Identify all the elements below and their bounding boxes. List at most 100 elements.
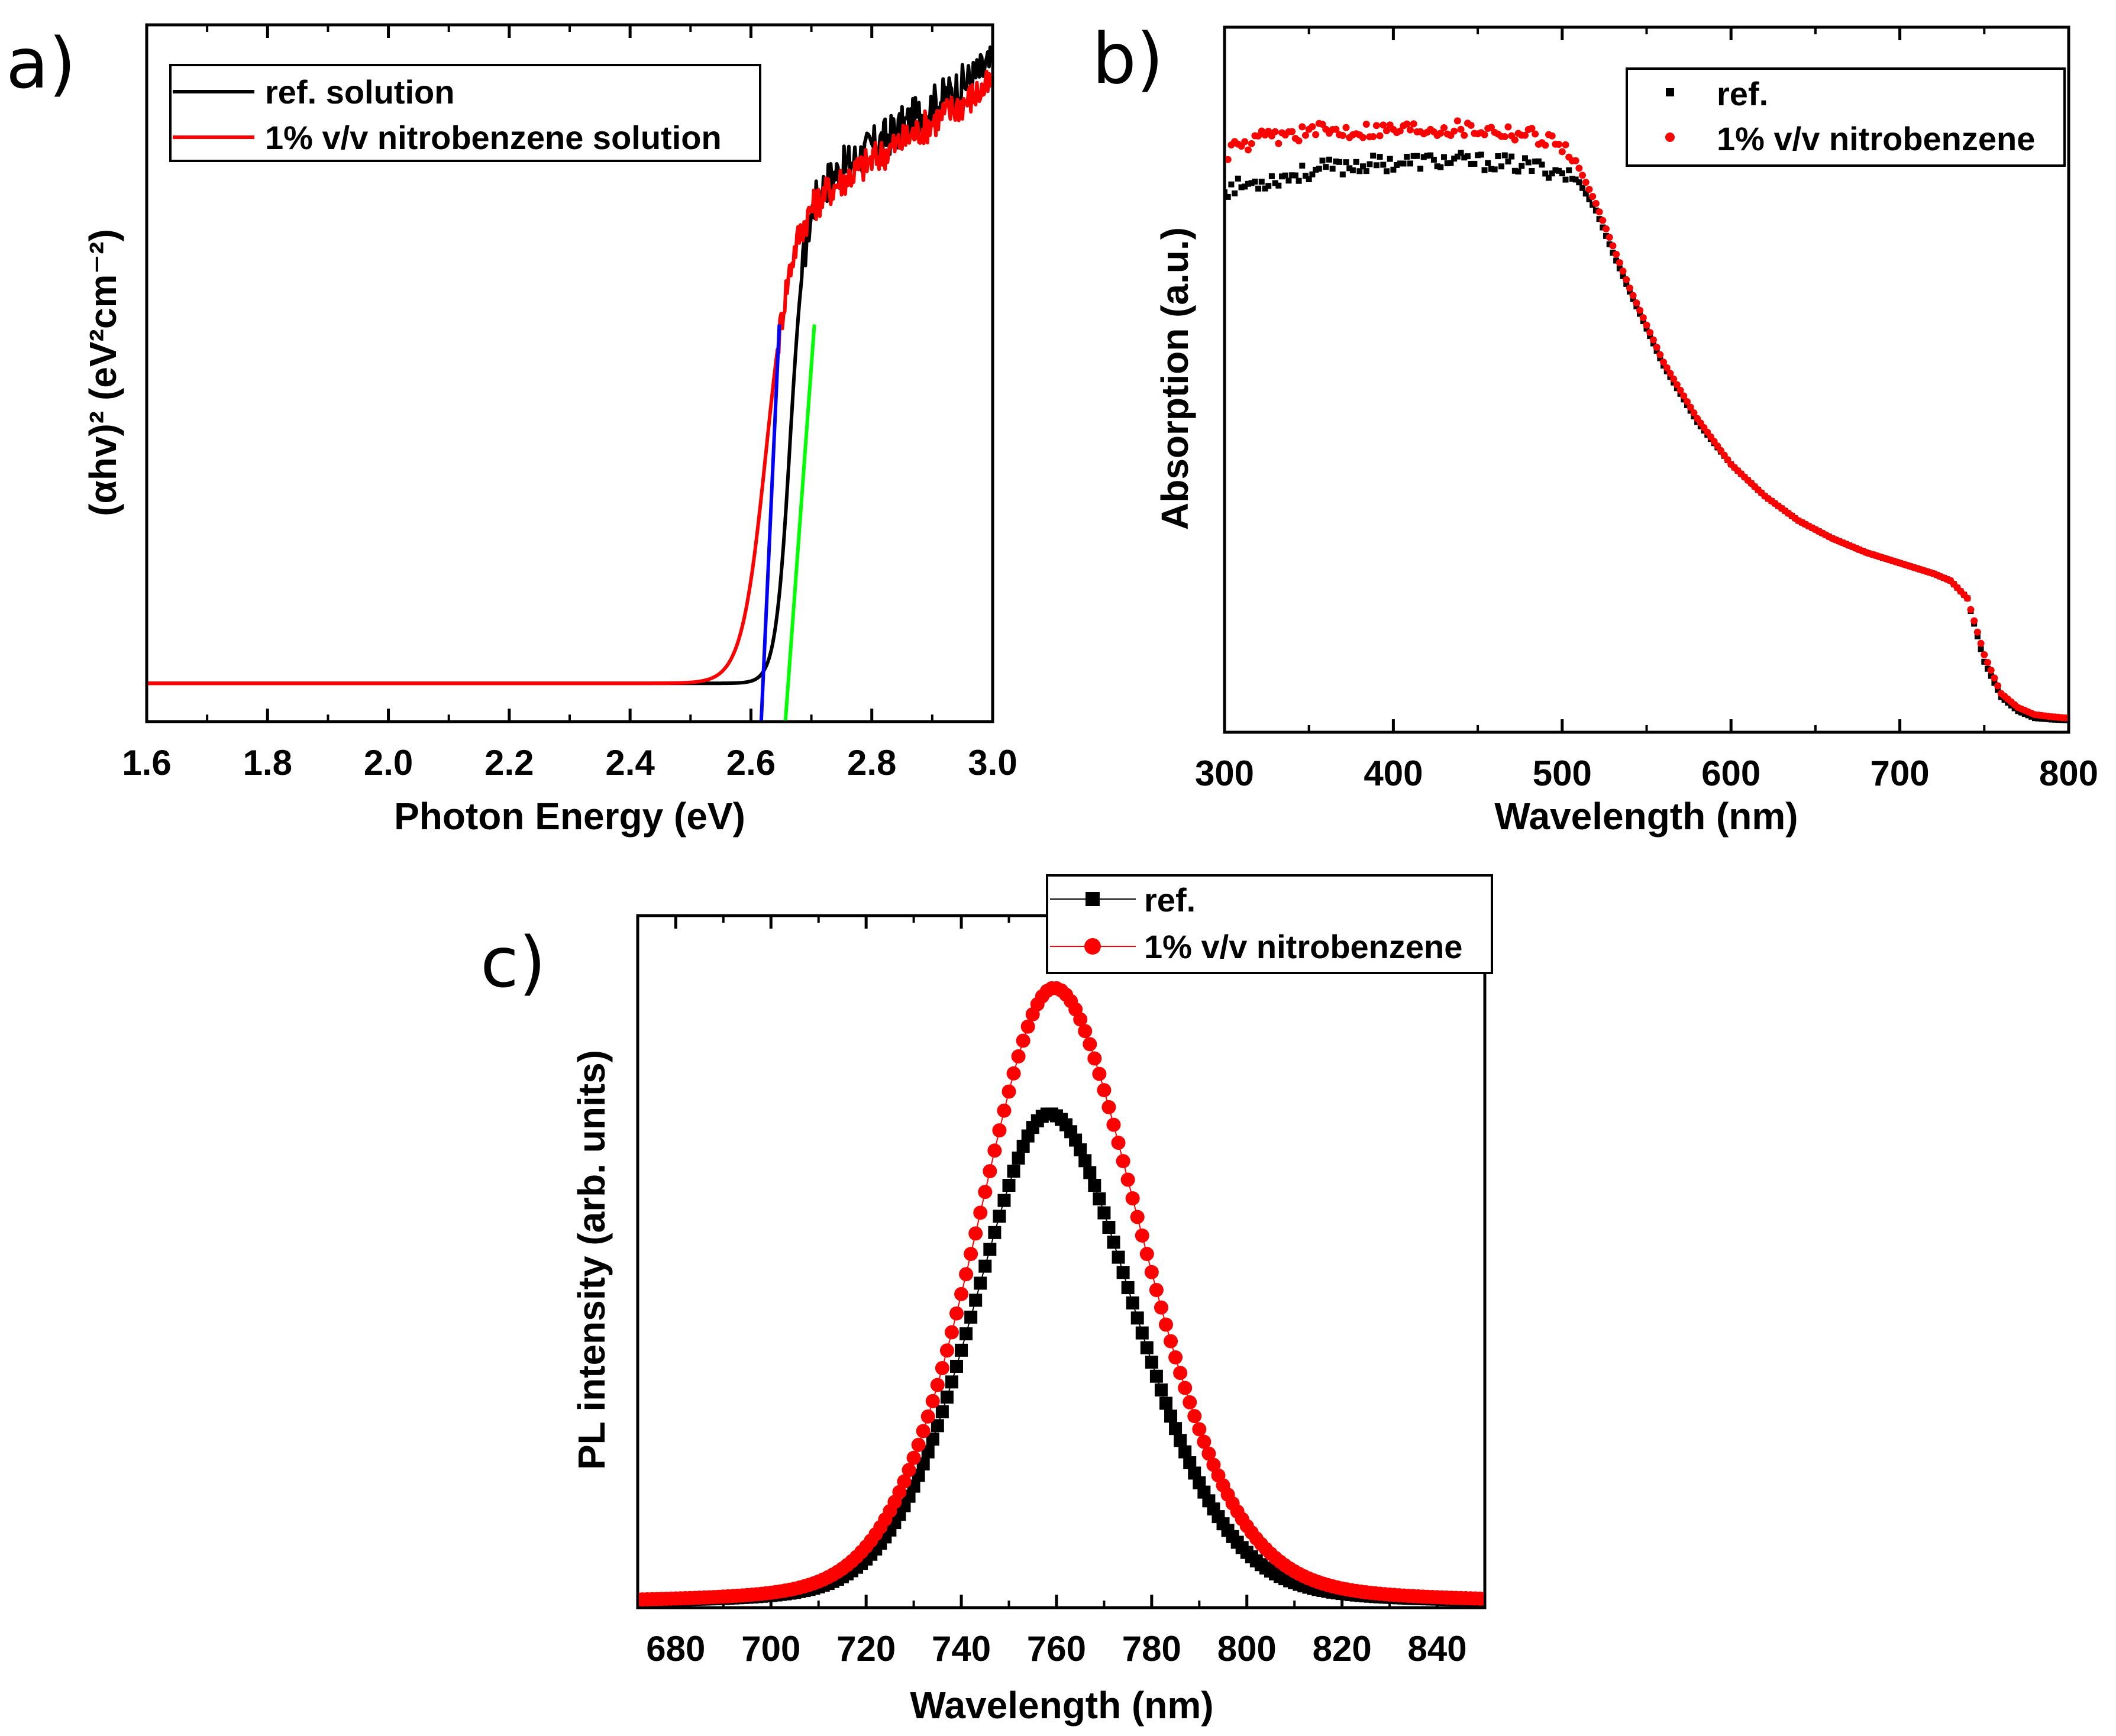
panel-b-point-ref <box>1363 168 1369 174</box>
panel-b-point-nitro <box>1663 364 1671 371</box>
panel-b-point-nitro <box>1616 259 1623 267</box>
panel-b-point-nitro <box>1963 594 1971 602</box>
panel-c-point-nitro <box>1158 1317 1173 1332</box>
panel-b: b) 300 400 500 600 700 800 Wavelength (nm) Ab… <box>1092 18 2098 838</box>
panel-c-point-ref <box>978 1259 992 1273</box>
panel-b-point-ref <box>1576 179 1582 186</box>
panel-b-legend-box <box>1626 67 2066 167</box>
panel-b-point-ref <box>1610 250 1616 256</box>
panel-b-point-nitro <box>1683 397 1691 405</box>
panel-c-point-nitro <box>1135 1228 1149 1243</box>
panel-b-x-tick-label: 500 <box>1533 754 1592 793</box>
panel-c-point-ref <box>1112 1250 1125 1264</box>
panel-a-x-tick-label: 1.6 <box>122 743 171 783</box>
panel-c-point-nitro <box>1116 1154 1130 1169</box>
panel-c-point-nitro <box>987 1143 1002 1158</box>
panel-b-point-ref <box>1329 166 1336 172</box>
panel-a-x-tick-label: 2.0 <box>364 743 413 783</box>
panel-b-point-nitro <box>1532 130 1539 138</box>
panel-b-point-ref <box>1590 202 1596 208</box>
panel-b-point-ref <box>1475 152 1481 159</box>
panel-c-point-ref <box>1102 1221 1116 1234</box>
panel-b-point-nitro <box>1585 186 1593 193</box>
panel-b-point-ref <box>1532 159 1539 165</box>
panel-b-point-ref <box>1296 177 1302 184</box>
panel-c-point-nitro <box>1206 1457 1221 1472</box>
panel-b-point-ref <box>1562 176 1569 183</box>
panel-b-point-nitro <box>1673 381 1681 389</box>
panel-b-point-ref <box>1454 153 1461 160</box>
panel-c-point-nitro <box>1201 1446 1216 1461</box>
panel-b-point-nitro <box>1332 125 1340 133</box>
panel-c-point-ref <box>993 1210 1006 1223</box>
panel-c-point-nitro <box>1144 1265 1159 1279</box>
panel-b-point-ref <box>1285 177 1292 184</box>
panel-b-point-nitro <box>1453 117 1461 125</box>
panel-c-point-nitro <box>1092 1066 1107 1081</box>
panel-b-point-ref <box>1620 273 1626 279</box>
panel-c-point-nitro <box>1111 1136 1126 1150</box>
panel-a-x-tick-label: 1.8 <box>243 743 292 783</box>
panel-c-point-ref <box>1149 1369 1163 1383</box>
panel-a-series-line <box>148 69 991 686</box>
panel-c-point-ref <box>983 1243 997 1256</box>
panel-b-point-ref <box>1424 153 1430 159</box>
panel-b-point-ref <box>1339 171 1346 177</box>
panel-c-x-tick-label: 840 <box>1407 1629 1466 1669</box>
panel-b-point-ref <box>1360 163 1366 170</box>
panel-c-point-nitro <box>1087 1051 1102 1066</box>
panel-c-point-nitro <box>944 1325 959 1340</box>
panel-b-point-ref <box>1387 156 1393 162</box>
panel-b-point-nitro <box>1226 156 1232 163</box>
panel-b-point-nitro <box>1670 375 1678 383</box>
panel-c-legend-label-ref: ref. <box>1144 881 1196 919</box>
panel-b-point-nitro <box>1599 216 1607 224</box>
panel-b-point-ref <box>1451 156 1458 162</box>
panel-b-point-nitro <box>1562 141 1569 148</box>
panel-c-point-ref <box>1088 1179 1101 1192</box>
panel-c-point-nitro <box>1083 1037 1097 1052</box>
panel-b-point-nitro <box>1275 140 1282 147</box>
panel-b-point-ref <box>1430 157 1437 163</box>
panel-a-label: a) <box>6 22 76 104</box>
panel-a-legend-label-ref: ref. solution <box>265 73 454 111</box>
panel-b-point-ref <box>1549 170 1555 177</box>
panel-c-point-nitro <box>959 1267 974 1282</box>
panel-b-point-ref <box>1289 172 1296 179</box>
panel-c-plot-frame <box>636 914 1487 1609</box>
panel-c-point-nitro <box>1183 1395 1197 1410</box>
panel-b-point-ref <box>1326 156 1332 163</box>
panel-b-point-ref <box>1394 162 1400 169</box>
panel-c-point-nitro <box>1197 1434 1212 1449</box>
panel-c-point-nitro <box>964 1247 978 1262</box>
panel-a-legend: ref. solution 1% v/v nitrobenzene soluti… <box>169 64 761 162</box>
panel-c-point-nitro <box>930 1378 945 1392</box>
panel-c-x-tick-label: 800 <box>1217 1629 1277 1669</box>
panel-b-legend-label-nitro: 1% v/v nitrobenzene <box>1717 120 2035 157</box>
panel-c-point-ref <box>997 1194 1011 1207</box>
panel-b-point-nitro <box>1501 132 1508 140</box>
panel-b-point-ref <box>1346 165 1353 172</box>
panel-b-point-nitro <box>1575 164 1583 172</box>
panel-b-point-nitro <box>1244 146 1252 154</box>
panel-c-point-nitro <box>1120 1172 1135 1187</box>
panel-c-point-nitro <box>1168 1350 1183 1365</box>
panel-b-point-ref <box>1232 190 1238 197</box>
panel-b-point-ref <box>1579 185 1586 191</box>
panel-b-point-ref <box>1596 216 1603 222</box>
panel-c-point-nitro <box>1149 1282 1164 1297</box>
panel-b-point-ref <box>1245 180 1251 187</box>
panel-b-point-ref <box>1519 163 1525 169</box>
panel-b-point-ref <box>1400 160 1407 167</box>
panel-b-point-nitro <box>1437 130 1445 137</box>
panel-b-point-nitro <box>1680 392 1688 400</box>
panel-c-point-ref <box>964 1310 978 1324</box>
panel-b-point-nitro <box>1403 120 1411 128</box>
panel-b-x-tick-label: 600 <box>1701 754 1760 793</box>
panel-c-legend-swatch-nitro <box>1084 938 1101 955</box>
panel-b-x-tick-label: 800 <box>2039 754 2098 793</box>
panel-c-point-ref <box>1164 1410 1178 1423</box>
panel-c-point-ref <box>1178 1445 1192 1459</box>
panel-b-x-axis-title: Wavelength (nm) <box>1494 795 1798 838</box>
